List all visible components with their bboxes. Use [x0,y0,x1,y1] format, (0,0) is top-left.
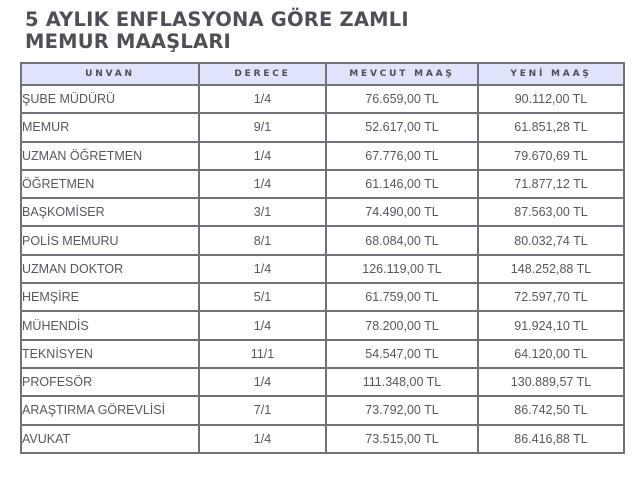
cell-unvan: HEMŞİRE [20,282,200,313]
cell-derece: 8/1 [198,225,327,256]
cell-mevcut-maas: 73.792,00 TL [325,395,479,426]
cell-mevcut-maas: 54.547,00 TL [325,338,479,369]
cell-derece: 1/4 [198,366,327,398]
table-row: ÖĞRETMEN 1/4 61.146,00 TL 71.877,12 TL [20,168,625,200]
cell-mevcut-maas: 68.084,00 TL [325,225,479,256]
cell-mevcut-maas: 78.200,00 TL [325,310,479,341]
cell-mevcut-maas: 126.119,00 TL [325,253,479,285]
salary-table: UNVAN DERECE MEVCUT MAAŞ YENİ MAAŞ ŞUBE … [20,62,625,454]
table-row: BAŞKOMİSER 3/1 74.490,00 TL 87.563,00 TL [20,197,625,228]
table-header-row: UNVAN DERECE MEVCUT MAAŞ YENİ MAAŞ [20,62,625,86]
table-row: MÜHENDİS 1/4 78.200,00 TL 91.924,10 TL [20,310,625,341]
cell-unvan: POLİS MEMURU [20,225,200,256]
header-yeni-maas: YENİ MAAŞ [477,62,625,86]
cell-yeni-maas: 72.597,70 TL [477,282,625,313]
cell-unvan: MEMUR [20,112,200,143]
cell-derece: 3/1 [198,197,327,228]
cell-yeni-maas: 61.851,28 TL [477,112,625,143]
cell-unvan: ÖĞRETMEN [20,168,200,200]
cell-unvan: TEKNİSYEN [20,338,200,369]
cell-derece: 1/4 [198,140,327,171]
cell-yeni-maas: 87.563,00 TL [477,197,625,228]
cell-unvan: UZMAN DOKTOR [20,253,200,285]
cell-derece: 9/1 [198,112,327,143]
cell-yeni-maas: 148.252,88 TL [477,253,625,285]
table-row: UZMAN DOKTOR 1/4 126.119,00 TL 148.252,88 T… [20,253,625,285]
table-row: HEMŞİRE 5/1 61.759,00 TL 72.597,70 TL [20,282,625,313]
table-row: PROFESÖR 1/4 111.348,00 TL 130.889,57 TL [20,366,625,398]
cell-unvan: MÜHENDİS [20,310,200,341]
table-row: ARAŞTIRMA GÖREVLİSİ 7/1 73.792,00 TL 86.742… [20,395,625,426]
cell-unvan: BAŞKOMİSER [20,197,200,228]
cell-mevcut-maas: 67.776,00 TL [325,140,479,171]
cell-derece: 1/4 [198,83,327,115]
cell-mevcut-maas: 73.515,00 TL [325,423,479,454]
cell-unvan: ARAŞTIRMA GÖREVLİSİ [20,395,200,426]
cell-mevcut-maas: 61.146,00 TL [325,168,479,200]
header-derece: DERECE [198,62,327,86]
cell-unvan: UZMAN ÖĞRETMEN [20,140,200,171]
cell-yeni-maas: 91.924,10 TL [477,310,625,341]
table-row: TEKNİSYEN 11/1 54.547,00 TL 64.120,00 TL [20,338,625,369]
page-title: 5 AYLIK ENFLASYONA GÖRE ZAMLI MEMUR MAAŞ… [25,9,409,53]
cell-derece: 1/4 [198,423,327,454]
cell-mevcut-maas: 76.659,00 TL [325,83,479,115]
header-mevcut-maas: MEVCUT MAAŞ [325,62,479,86]
cell-derece: 1/4 [198,310,327,341]
table-row: MEMUR 9/1 52.617,00 TL 61.851,28 TL [20,112,625,143]
cell-mevcut-maas: 52.617,00 TL [325,112,479,143]
cell-unvan: AVUKAT [20,423,200,454]
cell-yeni-maas: 86.742,50 TL [477,395,625,426]
cell-derece: 7/1 [198,395,327,426]
table-row: ŞUBE MÜDÜRÜ 1/4 76.659,00 TL 90.112,00 TL [20,83,625,115]
cell-derece: 1/4 [198,253,327,285]
cell-derece: 5/1 [198,282,327,313]
cell-yeni-maas: 79.670,69 TL [477,140,625,171]
title-line-1: 5 AYLIK ENFLASYONA GÖRE ZAMLI [25,8,409,31]
table-row: POLİS MEMURU 8/1 68.084,00 TL 80.032,74 TL [20,225,625,256]
cell-yeni-maas: 71.877,12 TL [477,168,625,200]
cell-mevcut-maas: 111.348,00 TL [325,366,479,398]
table-row: AVUKAT 1/4 73.515,00 TL 86.416,88 TL [20,423,625,454]
header-unvan: UNVAN [20,62,200,86]
cell-yeni-maas: 86.416,88 TL [477,423,625,454]
cell-yeni-maas: 90.112,00 TL [477,83,625,115]
cell-mevcut-maas: 74.490,00 TL [325,197,479,228]
cell-unvan: PROFESÖR [20,366,200,398]
cell-derece: 1/4 [198,168,327,200]
table-row: UZMAN ÖĞRETMEN 1/4 67.776,00 TL 79.670,69 T… [20,140,625,171]
cell-mevcut-maas: 61.759,00 TL [325,282,479,313]
cell-yeni-maas: 80.032,74 TL [477,225,625,256]
cell-unvan: ŞUBE MÜDÜRÜ [20,83,200,115]
cell-derece: 11/1 [198,338,327,369]
cell-yeni-maas: 130.889,57 TL [477,366,625,398]
cell-yeni-maas: 64.120,00 TL [477,338,625,369]
title-line-2: MEMUR MAAŞLARI [25,30,231,53]
